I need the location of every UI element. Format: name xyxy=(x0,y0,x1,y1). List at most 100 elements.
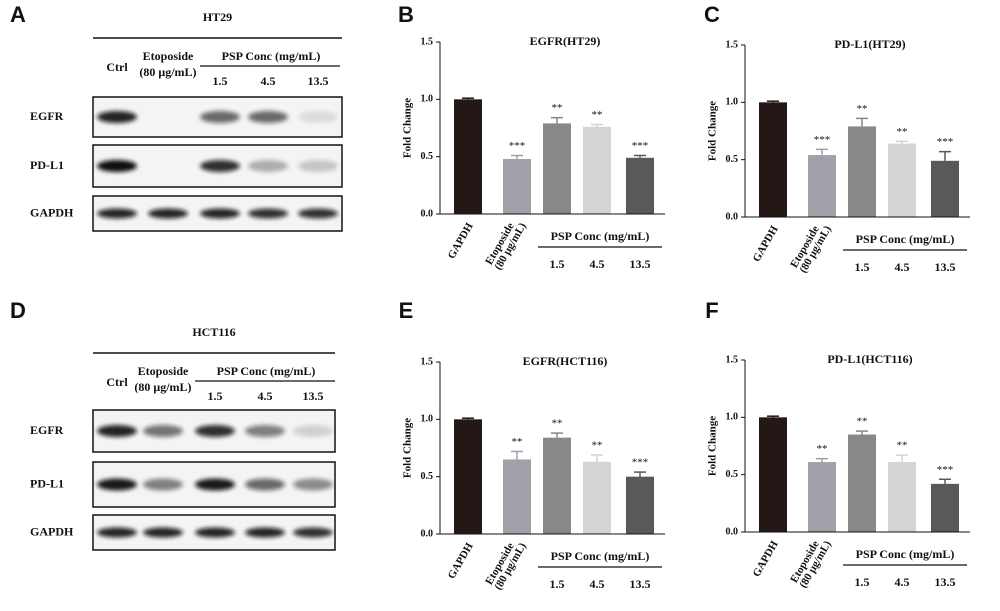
group-label: PSP Conc (mg/mL) xyxy=(222,49,321,63)
band xyxy=(248,208,288,219)
y-tick-label: 1.0 xyxy=(726,97,739,108)
band xyxy=(245,527,285,538)
significance: *** xyxy=(509,140,526,152)
y-tick-label: 1.0 xyxy=(421,94,434,105)
y-tick-label: 0.5 xyxy=(726,469,739,480)
significance: ** xyxy=(897,440,908,452)
bar xyxy=(759,102,787,217)
band xyxy=(97,527,137,538)
bar xyxy=(454,99,482,214)
band xyxy=(97,425,137,437)
significance: ** xyxy=(897,126,908,138)
y-tick-label: 0.0 xyxy=(421,528,434,539)
band xyxy=(248,160,288,172)
lane-label: Etoposide xyxy=(143,49,194,63)
band xyxy=(195,527,235,538)
bar xyxy=(848,434,876,532)
row-label: PD-L1 xyxy=(30,158,64,172)
x-tick-label: GAPDH xyxy=(751,538,781,579)
bar xyxy=(626,476,654,534)
y-tick-label: 1.0 xyxy=(726,412,739,423)
group-label: PSP Conc (mg/mL) xyxy=(217,364,316,378)
x-tick-label: 13.5 xyxy=(630,577,651,591)
band xyxy=(293,425,333,437)
band xyxy=(97,478,137,491)
x-tick-label: 13.5 xyxy=(935,260,956,274)
chart-title: PD-L1(HCT116) xyxy=(827,352,912,366)
panel-letter: E xyxy=(399,298,414,323)
y-tick-label: 1.5 xyxy=(726,39,739,50)
band xyxy=(97,208,137,219)
y-tick-label: 0.0 xyxy=(726,526,739,537)
y-axis-label: Fold Change xyxy=(707,416,719,476)
significance: ** xyxy=(512,436,523,448)
x-tick-label: 13.5 xyxy=(935,575,956,589)
bar xyxy=(848,126,876,217)
x-tick-label: 4.5 xyxy=(895,575,910,589)
significance: ** xyxy=(857,103,868,115)
x-tick-label: GAPDH xyxy=(446,220,476,261)
x-tick-label: 1.5 xyxy=(855,575,870,589)
y-axis-label: Fold Change xyxy=(707,101,719,161)
chart-title: PD-L1(HT29) xyxy=(834,37,905,51)
band xyxy=(143,425,183,437)
band xyxy=(97,111,137,123)
group-label: PSP Conc (mg/mL) xyxy=(856,547,955,561)
group-label: PSP Conc (mg/mL) xyxy=(551,549,650,563)
y-axis-label: Fold Change xyxy=(402,98,414,158)
band xyxy=(293,478,333,491)
significance: *** xyxy=(632,457,649,469)
y-tick-label: 0.5 xyxy=(726,154,739,165)
band xyxy=(245,425,285,437)
lane-label: 4.5 xyxy=(261,74,276,88)
panel-letter: F xyxy=(705,298,718,323)
band xyxy=(143,478,183,491)
significance: ** xyxy=(817,443,828,455)
lane-label: Ctrl xyxy=(106,60,128,74)
lane-label: 4.5 xyxy=(258,389,273,403)
significance: *** xyxy=(814,134,831,146)
x-tick-label: 1.5 xyxy=(550,257,565,271)
panel-letter: C xyxy=(704,2,720,27)
y-tick-label: 0.0 xyxy=(421,208,434,219)
significance: *** xyxy=(937,136,954,148)
bar xyxy=(808,155,836,217)
row-label: GAPDH xyxy=(30,524,74,538)
significance: ** xyxy=(552,102,563,114)
band xyxy=(298,111,338,123)
group-label: PSP Conc (mg/mL) xyxy=(551,229,650,243)
lane-label: 1.5 xyxy=(208,389,223,403)
lane-label: (80 μg/mL) xyxy=(139,65,196,79)
y-tick-label: 1.0 xyxy=(421,414,434,425)
bar xyxy=(583,126,611,214)
blot-title: HCT116 xyxy=(192,325,235,339)
x-tick-label: 4.5 xyxy=(590,257,605,271)
y-axis-label: Fold Change xyxy=(402,418,414,478)
band xyxy=(195,425,235,437)
y-tick-label: 0.0 xyxy=(726,211,739,222)
significance: *** xyxy=(632,140,649,152)
lane-label: (80 μg/mL) xyxy=(134,380,191,394)
chart-title: EGFR(HT29) xyxy=(530,34,601,48)
x-tick-label: 1.5 xyxy=(550,577,565,591)
band xyxy=(200,160,240,172)
bar xyxy=(759,417,787,532)
lane-label: 13.5 xyxy=(303,389,324,403)
y-tick-label: 0.5 xyxy=(421,471,434,482)
band xyxy=(97,160,137,172)
panel-letter: B xyxy=(398,2,414,27)
bar xyxy=(931,160,959,217)
panel-letter: A xyxy=(10,2,26,27)
band xyxy=(248,111,288,123)
lane-label: Etoposide xyxy=(138,364,189,378)
bar xyxy=(808,462,836,532)
lane-label: 1.5 xyxy=(213,74,228,88)
significance: *** xyxy=(937,464,954,476)
band xyxy=(200,208,240,219)
row-label: EGFR xyxy=(30,423,64,437)
band xyxy=(148,208,188,219)
x-tick-label: 13.5 xyxy=(630,257,651,271)
band xyxy=(298,208,338,219)
bar xyxy=(503,158,531,214)
